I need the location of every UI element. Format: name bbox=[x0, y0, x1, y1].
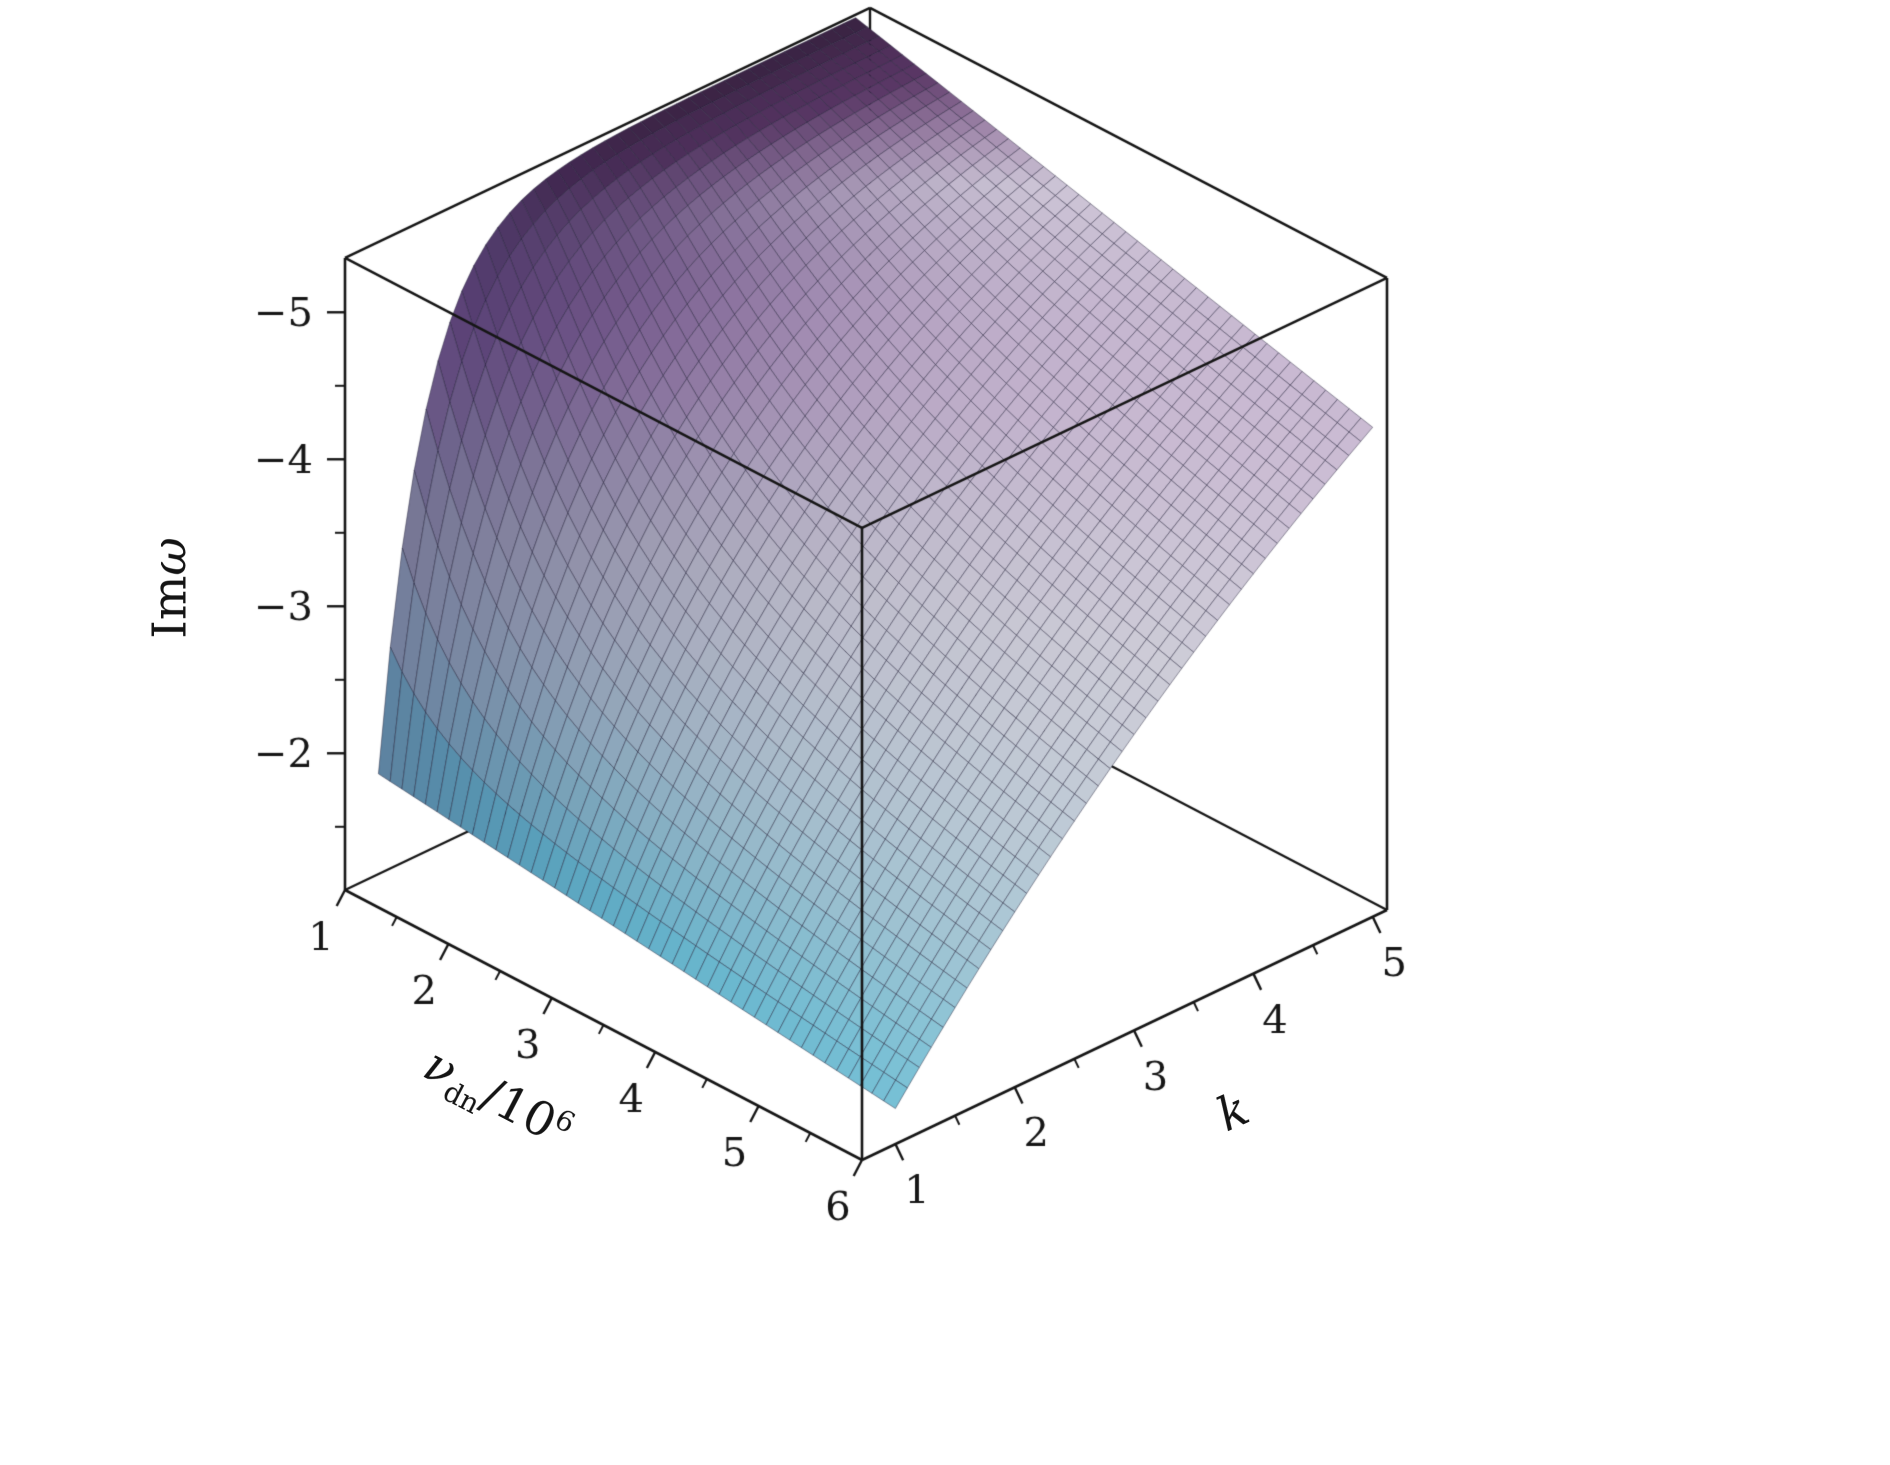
omega-symbol: ω bbox=[142, 537, 198, 576]
z-axis-label: Imω bbox=[143, 537, 198, 638]
z-axis-label-roman: Im bbox=[142, 575, 198, 639]
